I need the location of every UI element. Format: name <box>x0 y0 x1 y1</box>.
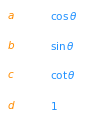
Text: $\cos\theta$: $\cos\theta$ <box>50 10 78 22</box>
Text: b: b <box>7 41 14 51</box>
Text: $\sin\theta$: $\sin\theta$ <box>50 40 75 52</box>
Text: d: d <box>7 101 14 111</box>
Text: c: c <box>7 70 13 80</box>
Text: a: a <box>7 11 14 21</box>
Text: $\cot\theta$: $\cot\theta$ <box>50 69 76 81</box>
Text: $1$: $1$ <box>50 100 58 112</box>
